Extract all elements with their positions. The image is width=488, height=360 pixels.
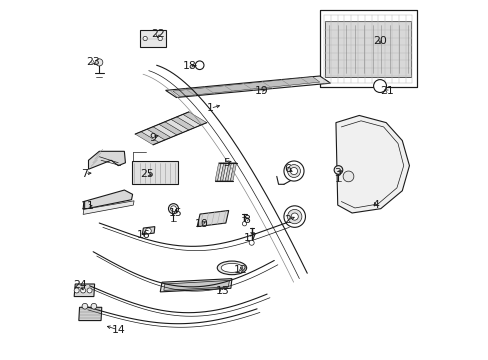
Polygon shape [227, 163, 234, 181]
Circle shape [249, 240, 254, 245]
Circle shape [170, 206, 176, 212]
Polygon shape [74, 284, 94, 297]
Ellipse shape [221, 264, 242, 273]
Text: 5: 5 [223, 158, 229, 168]
Polygon shape [220, 163, 226, 181]
Polygon shape [171, 117, 195, 130]
Text: 25: 25 [140, 168, 154, 179]
Text: 3: 3 [334, 168, 341, 178]
Text: 14: 14 [111, 325, 125, 335]
Circle shape [96, 59, 102, 66]
Polygon shape [83, 190, 132, 210]
Circle shape [145, 228, 151, 234]
Polygon shape [153, 124, 177, 138]
Circle shape [287, 210, 301, 224]
Circle shape [373, 80, 386, 93]
Polygon shape [140, 31, 165, 46]
Polygon shape [319, 10, 416, 87]
Polygon shape [88, 151, 125, 169]
Ellipse shape [217, 261, 246, 275]
Polygon shape [325, 21, 410, 77]
Text: 18: 18 [183, 61, 197, 71]
Text: 17: 17 [244, 233, 257, 243]
Circle shape [158, 36, 162, 41]
Text: 10: 10 [194, 219, 208, 229]
Polygon shape [165, 76, 330, 98]
Text: 15: 15 [168, 208, 182, 218]
Polygon shape [177, 114, 201, 127]
Polygon shape [183, 112, 206, 125]
Polygon shape [135, 132, 159, 145]
Polygon shape [376, 83, 382, 90]
Polygon shape [335, 116, 408, 213]
Text: 20: 20 [372, 36, 386, 46]
Polygon shape [163, 280, 229, 291]
Text: 6: 6 [284, 164, 290, 174]
Circle shape [168, 204, 178, 214]
Polygon shape [141, 129, 164, 143]
Text: 21: 21 [380, 86, 393, 96]
Polygon shape [83, 201, 134, 215]
Text: 19: 19 [254, 86, 268, 96]
Circle shape [343, 171, 353, 182]
Circle shape [242, 222, 246, 226]
Polygon shape [230, 163, 236, 181]
Circle shape [142, 36, 147, 41]
Circle shape [74, 288, 79, 293]
Text: 11: 11 [81, 201, 94, 211]
Polygon shape [131, 161, 178, 184]
Text: 7: 7 [81, 168, 88, 179]
Polygon shape [79, 307, 102, 320]
Polygon shape [223, 163, 228, 181]
Polygon shape [147, 127, 171, 140]
Text: 13: 13 [215, 286, 229, 296]
Polygon shape [225, 163, 231, 181]
Circle shape [91, 303, 97, 309]
Circle shape [195, 61, 203, 69]
Circle shape [290, 213, 298, 220]
Text: 9: 9 [149, 133, 156, 143]
Text: 4: 4 [371, 200, 378, 210]
Circle shape [290, 167, 297, 175]
Circle shape [81, 288, 85, 293]
Polygon shape [164, 119, 188, 132]
Text: 8: 8 [243, 215, 249, 225]
Text: 22: 22 [150, 29, 164, 39]
Text: 12: 12 [234, 265, 247, 275]
Circle shape [284, 206, 305, 227]
Text: 24: 24 [73, 280, 87, 290]
Circle shape [82, 303, 88, 309]
Circle shape [87, 288, 92, 293]
Polygon shape [142, 226, 155, 234]
Text: 2: 2 [284, 215, 290, 225]
Polygon shape [217, 163, 224, 181]
Polygon shape [160, 279, 231, 292]
Text: 16: 16 [136, 230, 150, 239]
Text: 1: 1 [206, 103, 213, 113]
Polygon shape [197, 211, 228, 226]
Text: 23: 23 [86, 57, 100, 67]
Polygon shape [215, 163, 221, 181]
Polygon shape [159, 122, 183, 135]
Circle shape [284, 161, 304, 181]
Polygon shape [172, 77, 319, 96]
Circle shape [287, 165, 300, 177]
Circle shape [333, 166, 342, 174]
